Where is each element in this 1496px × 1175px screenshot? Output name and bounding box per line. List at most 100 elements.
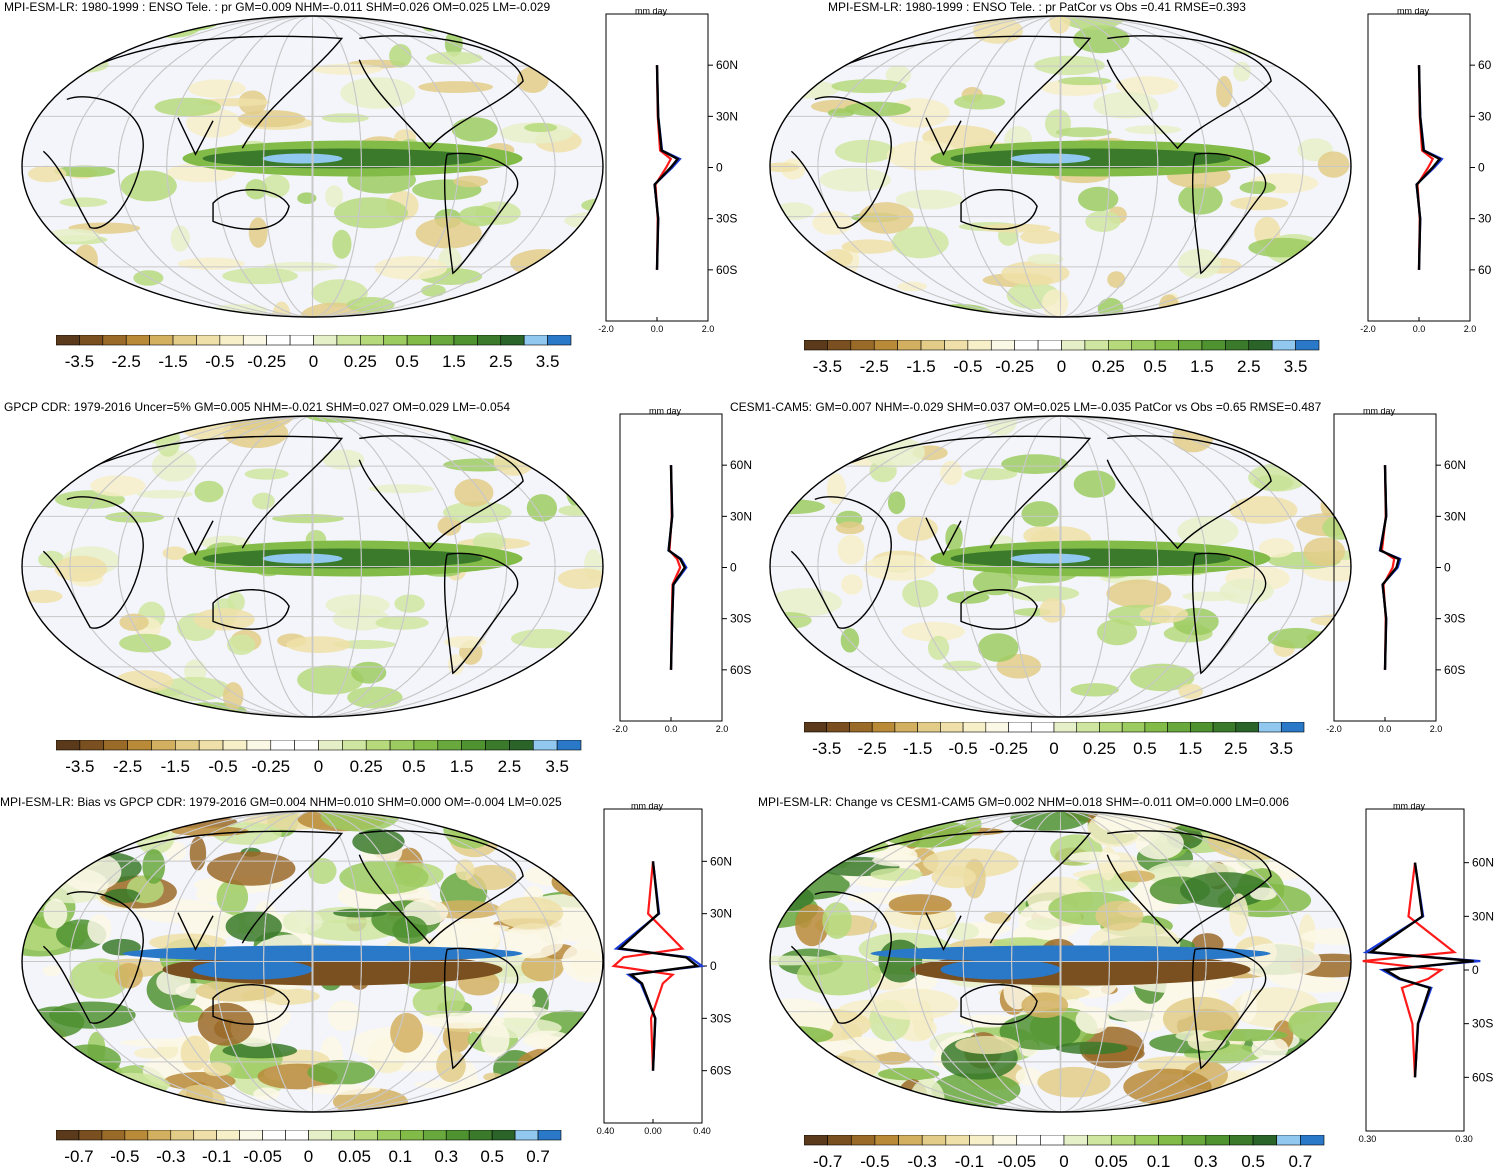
- bias-wet-band: [122, 945, 523, 962]
- field-blob: [815, 691, 890, 717]
- field-blob: [1135, 827, 1184, 860]
- field-blob: [1253, 41, 1294, 62]
- field-blob: [58, 1044, 121, 1077]
- colorbar-swatch: [990, 340, 1015, 351]
- x-tick-label: -0.40: [596, 1126, 614, 1135]
- lat-tick-label: 60N: [1472, 856, 1494, 870]
- field-blob: [1093, 91, 1159, 119]
- lat-tick-label: 30N: [710, 907, 732, 921]
- colorbar-swatch: [413, 740, 439, 751]
- zonal-mean-plot: 60N 30N 0 30S 60S mm day -2.0 0.0 2.0: [612, 408, 752, 733]
- colorbar-swatch: [944, 340, 969, 351]
- lat-tick-label: 60N: [710, 854, 732, 868]
- field-blob: [375, 615, 429, 630]
- x-tick-label: 2.0: [1430, 724, 1443, 733]
- colorbar-swatch: [1167, 722, 1191, 733]
- colorbar-label: 3.5: [1284, 357, 1308, 376]
- coastline: [212, 984, 290, 1025]
- colorbar-swatch: [285, 1130, 309, 1141]
- field-blob: [492, 992, 536, 1011]
- field-blob: [797, 683, 835, 709]
- world-map: [769, 415, 1352, 718]
- field-blob: [931, 865, 976, 889]
- field-blob: [549, 1080, 572, 1100]
- field-blob: [521, 952, 564, 982]
- field-blob: [450, 17, 496, 35]
- field-blob: [1205, 811, 1234, 831]
- colorbar-swatch: [406, 335, 431, 346]
- field-blob: [248, 217, 268, 248]
- field-blob: [1055, 127, 1112, 138]
- field-blob: [1099, 846, 1118, 881]
- field-blob: [808, 1101, 856, 1112]
- field-blob: [189, 836, 207, 871]
- coastline: [960, 984, 1038, 1025]
- field-blob: [222, 1042, 298, 1059]
- coastline: [358, 435, 524, 550]
- colorbar-swatch: [962, 722, 987, 733]
- field-blob: [770, 423, 809, 443]
- colorbar-label: 1.5: [442, 352, 466, 371]
- colorbar-label: -0.05: [243, 1147, 282, 1166]
- field-blob: [1139, 605, 1188, 624]
- colorbar-swatch: [1053, 722, 1078, 733]
- colorbar-swatch: [422, 1130, 447, 1141]
- colorbar-swatch: [894, 722, 918, 733]
- field-blob: [22, 678, 61, 695]
- field-blob: [770, 1092, 844, 1112]
- field-blob: [451, 117, 498, 142]
- colorbar-label: -0.25: [989, 739, 1028, 758]
- field-blob: [946, 922, 980, 941]
- field-blob: [165, 416, 235, 423]
- map-field: [770, 416, 1351, 717]
- colorbar-label: 0.5: [395, 352, 419, 371]
- field-blob: [1316, 73, 1351, 84]
- coastline: [1106, 435, 1272, 550]
- field-blob: [770, 1085, 799, 1112]
- field-blob: [1300, 928, 1351, 945]
- field-blob: [426, 51, 483, 65]
- graticule-meridian: [1059, 16, 1062, 317]
- coastline: [358, 830, 524, 945]
- lat-tick-label: 60S: [710, 1064, 731, 1078]
- colorbar-swatch: [969, 1135, 994, 1146]
- field-blob: [821, 249, 853, 268]
- zonal-mean-plot: 60N 30N 0 30S 60S mm day -0.40 0.00 0.40: [596, 803, 732, 1135]
- graticule-meridian: [311, 16, 314, 317]
- field-blob: [964, 467, 1018, 481]
- zonal-mean-plot: 60N 30N 0 30S 60S mm day -0.30 0.30: [1358, 803, 1494, 1143]
- field-blob: [555, 423, 584, 443]
- colorbar-swatch: [945, 1135, 970, 1146]
- colorbar-swatch: [151, 740, 176, 751]
- field-blob: [484, 827, 531, 842]
- colorbar-swatch: [547, 335, 572, 346]
- coastline: [960, 589, 1038, 630]
- field-blob: [977, 633, 1019, 662]
- field-blob: [482, 699, 552, 717]
- field-blob: [1320, 811, 1351, 833]
- colorbar-label: 2.5: [498, 757, 522, 776]
- colorbar-swatch: [79, 335, 104, 346]
- field-blob: [524, 16, 599, 29]
- field-blob: [533, 1083, 603, 1112]
- colorbar-swatch: [1144, 722, 1168, 733]
- field-blob: [1115, 76, 1179, 96]
- colorbar-swatch: [874, 1135, 899, 1146]
- field-blob: [22, 674, 51, 701]
- colorbar-swatch: [1008, 722, 1032, 733]
- field-blob: [513, 289, 557, 316]
- x-tick-label: -0.30: [1358, 1134, 1376, 1143]
- colorbar-swatch: [491, 1130, 516, 1141]
- field-blob: [1278, 703, 1296, 717]
- colorbar-swatch: [101, 1130, 126, 1141]
- colorbar-label: -1.5: [906, 357, 935, 376]
- colorbar-swatch: [78, 1130, 103, 1141]
- graticule-meridian: [914, 416, 1207, 717]
- colorbar-swatch: [1108, 340, 1133, 351]
- colorbar: -0.7 -0.5 -0.3 -0.1 -0.05 0 0.05 0.1 0.3 0.5 0.7: [56, 1130, 562, 1166]
- field-blob: [104, 888, 141, 904]
- field-blob: [841, 239, 898, 254]
- field-blob: [834, 139, 895, 163]
- field-blob: [173, 1004, 204, 1023]
- graticule-meridian: [962, 811, 1159, 1112]
